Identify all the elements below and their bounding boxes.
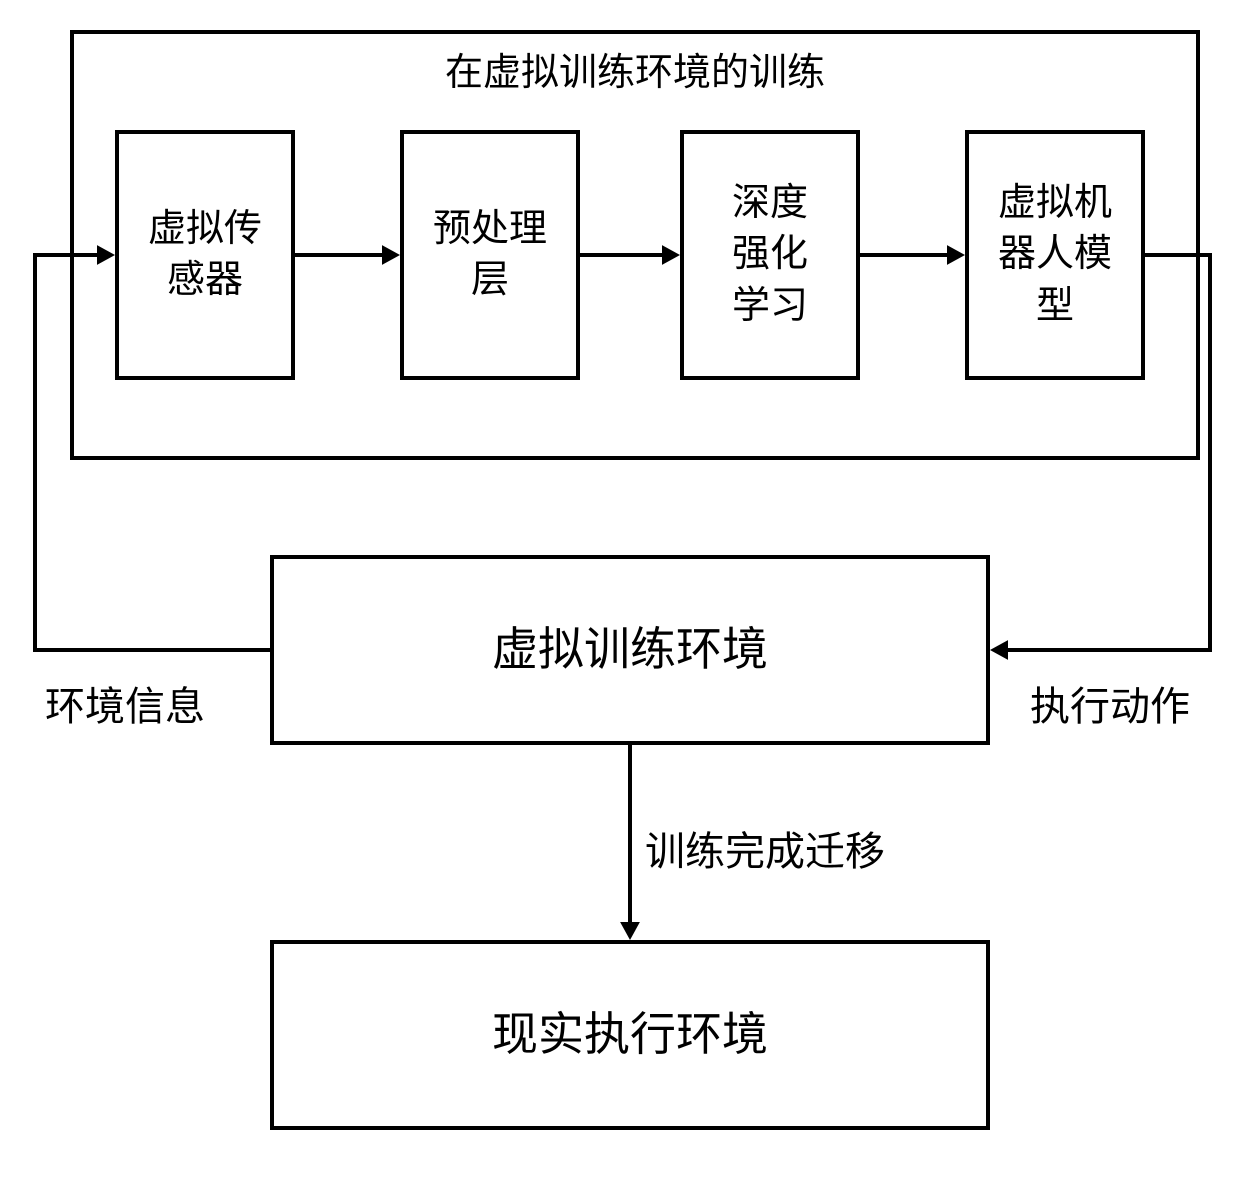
node-label: 预处理层 <box>433 204 547 307</box>
edge-label-transfer: 训练完成迁移 <box>645 825 885 879</box>
node-label: 虚拟训练环境 <box>492 619 768 681</box>
diagram-canvas: 在虚拟训练环境的训练 虚拟传感器 预处理层 深度强化学习 虚拟机器人模型 虚拟训… <box>0 0 1240 1193</box>
node-deep-rl: 深度强化学习 <box>680 130 860 380</box>
node-label: 深度强化学习 <box>732 178 808 332</box>
edge-label-exec: 执行动作 <box>1030 680 1190 734</box>
node-label: 虚拟传感器 <box>148 204 262 307</box>
node-label: 现实执行环境 <box>492 1004 768 1066</box>
node-real-env: 现实执行环境 <box>270 940 990 1130</box>
training-container-title: 在虚拟训练环境的训练 <box>70 48 1200 99</box>
node-virtual-sensor: 虚拟传感器 <box>115 130 295 380</box>
edge-label-env-info: 环境信息 <box>45 680 205 734</box>
node-virtual-env: 虚拟训练环境 <box>270 555 990 745</box>
node-preprocess-layer: 预处理层 <box>400 130 580 380</box>
node-label: 虚拟机器人模型 <box>998 178 1112 332</box>
node-virtual-robot: 虚拟机器人模型 <box>965 130 1145 380</box>
